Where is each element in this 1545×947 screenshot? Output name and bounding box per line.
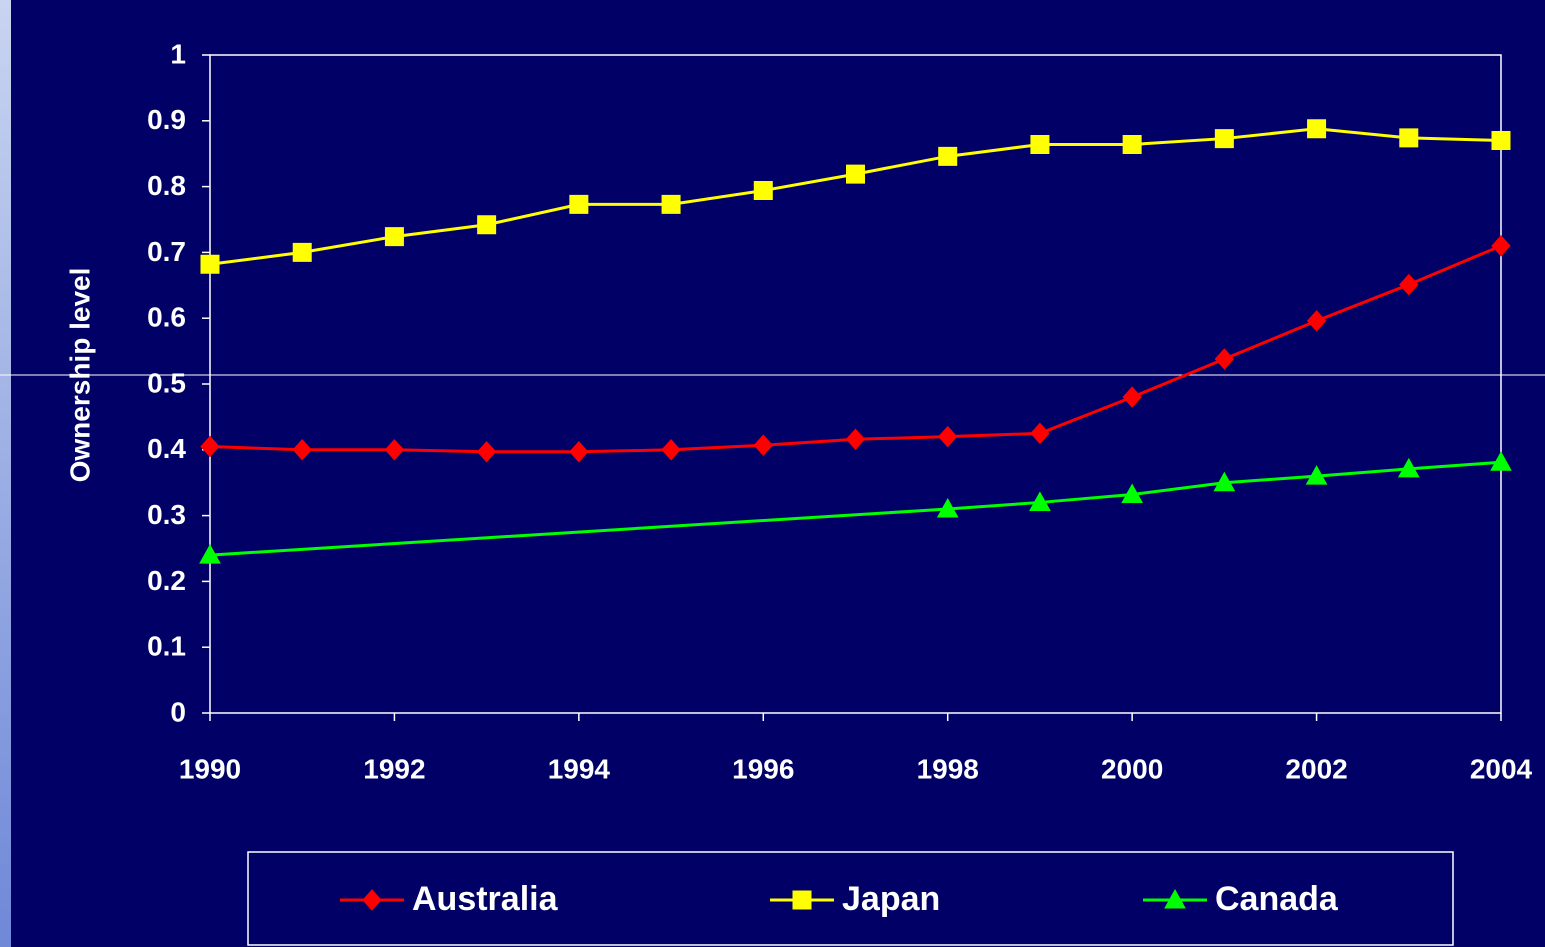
marker-diamond [200, 435, 220, 458]
x-tick-label: 2002 [1285, 753, 1347, 784]
marker-square [753, 181, 773, 201]
legend-label: Japan [842, 880, 940, 918]
marker-square [661, 194, 681, 214]
marker-triangle [936, 497, 959, 518]
marker-square [1030, 134, 1050, 154]
marker-triangle [199, 544, 221, 564]
marker-square [1122, 134, 1142, 154]
marker-square [384, 227, 404, 247]
marker-square [292, 242, 312, 262]
marker-diamond [1306, 310, 1327, 332]
marker-square [1491, 131, 1511, 151]
side-strip [0, 0, 11, 947]
marker-triangle [1490, 451, 1512, 471]
marker-diamond [845, 428, 866, 451]
marker-diamond [362, 889, 382, 911]
y-tick-label: 0.1 [147, 631, 186, 662]
series-line [209, 460, 1502, 557]
marker-diamond [384, 439, 405, 461]
x-tick-label: 1994 [548, 753, 611, 784]
marker-square [792, 890, 812, 910]
marker-diamond [753, 434, 773, 456]
marker-square [477, 215, 497, 235]
y-tick-label: 0.7 [147, 236, 186, 267]
legend-label: Canada [1215, 880, 1339, 918]
y-tick-label: 0.4 [147, 433, 186, 464]
marker-square [846, 164, 865, 184]
x-tick-label: 1990 [179, 753, 241, 784]
marker-square [1214, 129, 1234, 149]
x-tick-label: 2004 [1470, 753, 1533, 784]
marker-square [569, 194, 589, 214]
y-tick-label: 0.9 [147, 104, 186, 135]
legend-label: Australia [412, 880, 559, 918]
y-tick-label: 0.6 [147, 302, 186, 333]
marker-triangle [1029, 491, 1051, 511]
legend-box [247, 851, 1454, 946]
marker-square [200, 254, 220, 274]
marker-triangle [1121, 483, 1143, 504]
marker-diamond [1491, 235, 1511, 257]
marker-square [1307, 119, 1327, 139]
marker-diamond [1122, 386, 1142, 408]
marker-square [1399, 128, 1419, 148]
x-tick-label: 1996 [732, 753, 794, 784]
marker-diamond [476, 441, 497, 463]
marker-diamond [1214, 348, 1235, 370]
marker-diamond [292, 439, 312, 461]
y-tick-label: 1 [170, 38, 186, 69]
x-tick-label: 1992 [363, 753, 425, 784]
y-tick-label: 0.5 [147, 367, 186, 398]
marker-diamond [661, 439, 681, 461]
y-tick-label: 0.3 [147, 499, 186, 530]
y-tick-label: 0.2 [147, 565, 186, 596]
x-tick-label: 2000 [1101, 753, 1163, 784]
marker-diamond [938, 425, 958, 448]
y-tick-label: 0 [170, 696, 186, 727]
marker-triangle [1213, 471, 1236, 492]
y-tick-label: 0.8 [147, 170, 186, 201]
marker-triangle [1397, 457, 1420, 478]
y-axis-title: Ownership level [64, 268, 95, 483]
x-tick-label: 1998 [917, 753, 979, 784]
marker-diamond [1399, 273, 1419, 296]
marker-diamond [1030, 422, 1050, 445]
marker-triangle [1164, 888, 1186, 909]
marker-diamond [569, 441, 589, 463]
marker-square [938, 146, 958, 166]
marker-triangle [1305, 465, 1328, 485]
